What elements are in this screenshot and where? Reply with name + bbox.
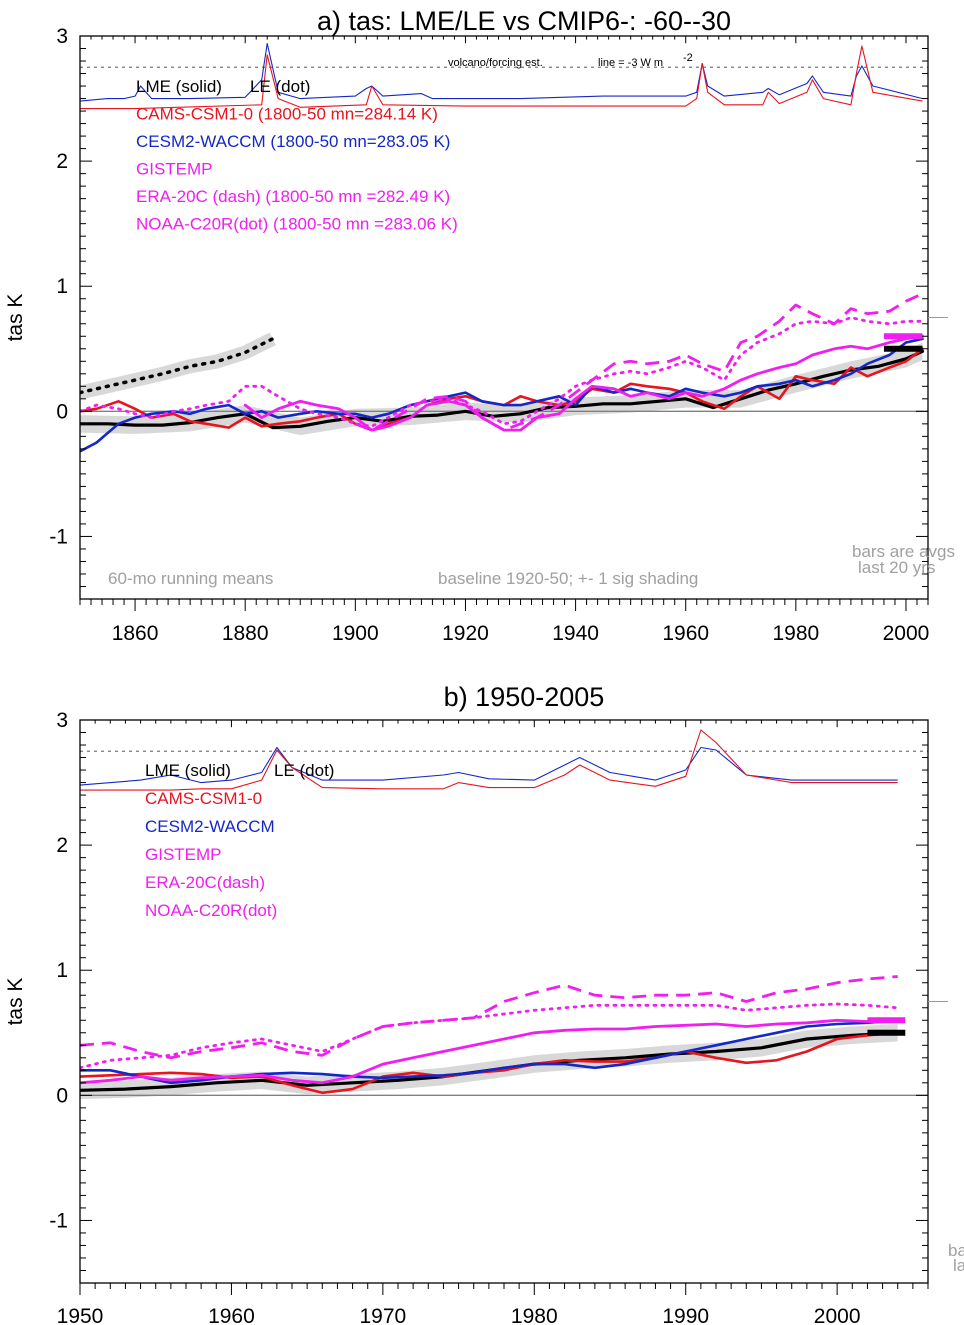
y-tick-label: -1 (49, 525, 68, 548)
x-tick-label: 1960 (208, 1305, 255, 1325)
annotation-running-mean: 60-mo running means (108, 569, 273, 588)
legend-entry: CESM2-WACCM (145, 817, 275, 836)
y-tick-label: -1 (49, 1209, 68, 1232)
plot-area (80, 42, 928, 453)
x-tick-label: 2000 (814, 1305, 861, 1325)
y-tick-label: 2 (56, 150, 68, 173)
annotation-bars-2: last 20 yrs (858, 558, 935, 577)
chart-title: a) tas: LME/LE vs CMIP6-: -60--30 (317, 6, 731, 36)
legend-entry: NOAA-C20R(dot) (145, 901, 277, 920)
legend-entry: LME (solid) (136, 77, 222, 96)
x-tick-label: 1980 (772, 622, 819, 645)
legend-entry: LME (solid) (145, 761, 231, 780)
legend-entry: NOAA-C20R(dot) (1800-50 mn =283.06 K) (136, 215, 458, 234)
series-lme (80, 349, 925, 430)
series-le (80, 337, 275, 395)
plot-area (80, 729, 928, 1100)
legend-entry: LE (dot) (250, 77, 310, 96)
x-axis: 1860 1880 1900 1920 1940 1960 1980 2000 (79, 36, 930, 645)
y-axis: -1 0 1 2 3 (49, 709, 928, 1284)
x-tick-label: 1940 (552, 622, 599, 645)
annotation-line-note: line = -3 W m (598, 57, 663, 69)
annotation-line-sup: -2 (683, 52, 693, 64)
y-tick-label: 3 (56, 25, 68, 48)
series-obs-dash (354, 292, 924, 432)
y-tick-label: 1 (56, 275, 68, 298)
x-axis: 1950 1960 1970 1980 1990 2000 (57, 720, 929, 1325)
annotation-bars-1: bars are avgs (852, 542, 955, 561)
y-tick-label: 0 (56, 1084, 68, 1107)
legend-entry: LE (dot) (274, 761, 334, 780)
x-tick-label: 1900 (332, 622, 379, 645)
legend-entry: CESM2-WACCM (1800-50 mn=283.05 K) (136, 132, 450, 151)
y-axis-label: tas K (4, 978, 27, 1026)
series-cesm (80, 337, 924, 453)
x-tick-label: 1950 (57, 1305, 104, 1325)
volcano-series-cams (80, 45, 923, 110)
x-tick-label: 1960 (662, 622, 709, 645)
annotation-bars-1: ba (948, 1241, 964, 1260)
volcano-series-cams (80, 729, 898, 791)
y-tick-label: 0 (56, 400, 68, 423)
chart-title: b) 1950-2005 (444, 682, 605, 712)
legend-entry: ERA-20C(dash) (145, 873, 265, 892)
legend-entry: GISTEMP (145, 845, 222, 864)
series-obs (243, 334, 924, 432)
x-tick-label: 1860 (112, 622, 159, 645)
legend-entry: GISTEMP (136, 160, 213, 179)
series-obs-dot (80, 316, 924, 428)
legend: LME (solid) LE (dot) CAMS-CSM1-0 CESM2-WACC… (145, 761, 334, 920)
annotation-volcano: volcano/forcing est. (448, 57, 543, 69)
series-obs-dash (80, 975, 898, 1060)
y-tick-label: 3 (56, 709, 68, 732)
legend-entry: CAMS-CSM1-0 (1800-50 mn=284.14 K) (136, 105, 438, 124)
x-tick-label: 1880 (222, 622, 269, 645)
annotation-bars-2: la (953, 1256, 964, 1275)
annotations: volcano/forcing est. line = -3 W m -2 60-mo… (108, 52, 955, 588)
panel-a: a) tas: LME/LE vs CMIP6-: -60--30 -1 0 1 2 3 t… (4, 6, 955, 645)
y-tick-label: 2 (56, 834, 68, 857)
legend-entry: CAMS-CSM1-0 (145, 789, 262, 808)
x-tick-label: 2000 (883, 622, 930, 645)
x-tick-label: 1970 (359, 1305, 406, 1325)
x-tick-label: 1980 (511, 1305, 558, 1325)
legend: LME (solid) LE (dot) CAMS-CSM1-0 (1800-50 … (136, 77, 458, 234)
y-tick-label: 1 (56, 959, 68, 982)
x-tick-label: 1920 (442, 622, 489, 645)
y-axis-label: tas K (4, 294, 27, 342)
volcano-series-cesm (80, 42, 923, 102)
series-obs-dot (80, 1002, 900, 1070)
x-tick-label: 1990 (662, 1305, 709, 1325)
annotation-baseline: baseline 1920-50; +- 1 sig shading (438, 569, 698, 588)
series-obs (80, 1018, 900, 1085)
legend-entry: ERA-20C (dash) (1800-50 mn =282.49 K) (136, 187, 450, 206)
volcano-series-cesm (80, 746, 898, 786)
y-axis: -1 0 1 2 3 (49, 25, 928, 600)
